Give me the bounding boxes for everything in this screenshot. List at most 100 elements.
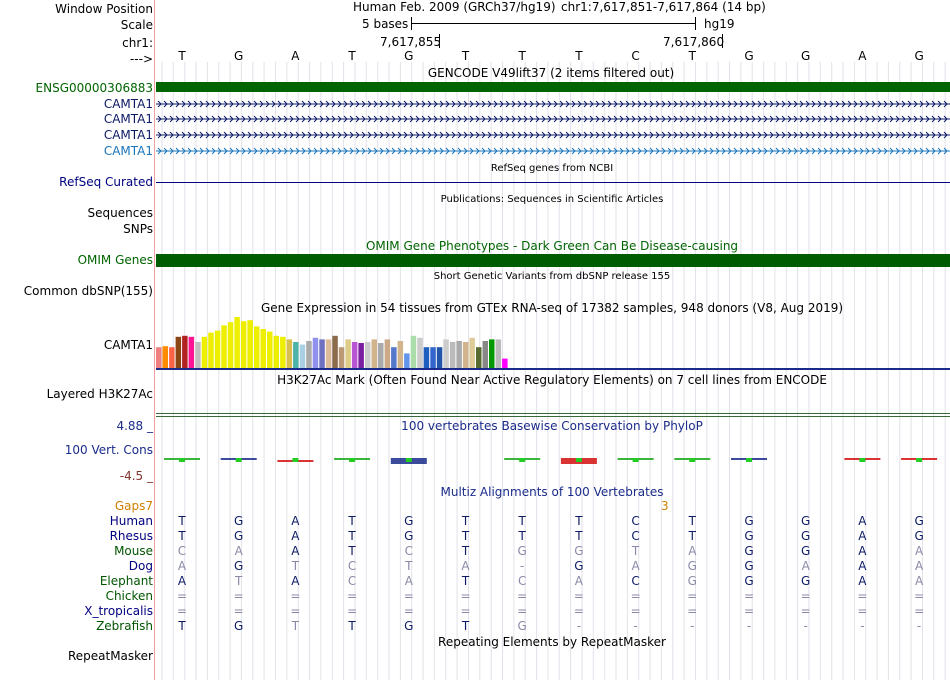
gtex-bar — [332, 335, 338, 368]
sequences-label[interactable]: Sequences — [87, 206, 153, 220]
phylop-label[interactable]: 100 Vert. Cons — [64, 443, 153, 457]
omim-label[interactable]: OMIM Genes — [77, 253, 153, 267]
omim-track-title[interactable]: OMIM Gene Phenotypes - Dark Green Can Be… — [365, 239, 739, 253]
alignment-base: C — [631, 514, 640, 528]
alignment-base: T — [291, 559, 300, 573]
alignment-base: A — [291, 544, 300, 558]
gtex-bar-chart[interactable] — [156, 316, 950, 370]
chrom-label: chr1: — [122, 36, 153, 50]
alignment-base: C — [631, 574, 640, 588]
alignment-base: G — [404, 619, 414, 633]
gtex-bar — [391, 347, 397, 368]
refseq-gene-line[interactable] — [156, 182, 950, 183]
species-label[interactable]: Mouse — [114, 544, 153, 558]
alignment-base: G — [517, 619, 527, 633]
snps-label[interactable]: SNPs — [123, 222, 153, 236]
gtex-bar — [188, 336, 195, 368]
phylop-glyph-core — [916, 458, 923, 462]
ensg-gene-bar[interactable] — [156, 82, 950, 92]
multiz-track-title[interactable]: Multiz Alignments of 100 Vertebrates — [440, 485, 664, 499]
alignment-base: T — [461, 514, 470, 528]
phylop-glyph-core — [349, 458, 356, 462]
omim-gene-bar[interactable] — [156, 254, 950, 267]
species-label[interactable]: Dog — [128, 559, 153, 573]
gtex-bar — [443, 339, 449, 368]
gtex-bar — [404, 353, 410, 368]
gtex-bar — [221, 325, 227, 368]
species-label[interactable]: Human — [109, 514, 153, 528]
publications-track-title[interactable]: Publications: Sequences in Scientific Ar… — [440, 194, 664, 205]
phylop-track-title[interactable]: 100 vertebrates Basewise Conservation by… — [401, 419, 703, 433]
base-letter: G — [914, 49, 924, 63]
alignment-base: - — [860, 619, 865, 633]
base-letter: T — [518, 49, 526, 63]
assembly-text: Human Feb. 2009 (GRCh37/hg19) — [353, 0, 556, 14]
alignment-base: T — [688, 514, 696, 528]
base-letter: T — [348, 49, 356, 63]
repeatmasker-label[interactable]: RepeatMasker — [67, 649, 153, 663]
alignment-base: T — [631, 544, 640, 558]
phylop-glyph-core — [689, 458, 696, 462]
refseq-label[interactable]: RefSeq Curated — [59, 175, 153, 189]
gaps-label[interactable]: Gaps7 — [114, 499, 153, 513]
alignment-base: T — [235, 574, 243, 588]
alignment-base: = — [743, 604, 755, 618]
gtex-bar — [476, 347, 482, 368]
gtex-bar — [227, 322, 234, 368]
gtex-bar — [182, 335, 188, 368]
gtex-bar — [201, 336, 208, 368]
h3k27ac-label[interactable]: Layered H3K27Ac — [46, 387, 153, 401]
h3k27ac-track-title[interactable]: H3K27Ac Mark (Often Found Near Active Re… — [277, 373, 827, 387]
transcript-label-1[interactable]: CAMTA1 — [103, 97, 153, 111]
alignment-base: A — [858, 559, 867, 573]
dbsnp-track-title[interactable]: Short Genetic Variants from dbSNP releas… — [433, 271, 671, 282]
h3k27ac-line-2 — [156, 416, 950, 417]
refseq-track-title[interactable]: RefSeq genes from NCBI — [490, 163, 614, 174]
species-label[interactable]: Elephant — [99, 574, 153, 588]
gtex-bar — [325, 339, 332, 368]
base-letter: T — [575, 49, 583, 63]
strand-arrow-label[interactable]: ---> — [129, 52, 153, 66]
gtex-track-title[interactable]: Gene Expression in 54 tissues from GTEx … — [260, 301, 844, 315]
alignment-base: G — [914, 514, 924, 528]
gtex-bar — [384, 339, 391, 368]
gtex-bar — [502, 358, 508, 368]
transcript-label-2[interactable]: CAMTA1 — [103, 112, 153, 126]
alignment-base: = — [517, 589, 528, 603]
alignment-base: G — [234, 619, 244, 633]
phylop-logo[interactable] — [156, 448, 950, 472]
phylop-glyph-core — [292, 458, 299, 462]
repeatmasker-track-title[interactable]: Repeating Elements by RepeatMasker — [438, 635, 666, 649]
alignment-base: = — [914, 604, 925, 618]
phylop-glyph-core — [519, 458, 526, 462]
species-label[interactable]: X_tropicalis — [84, 604, 153, 618]
gtex-bar — [423, 347, 430, 368]
alignment-base: T — [688, 529, 696, 543]
dbsnp-label[interactable]: Common dbSNP(155) — [23, 284, 153, 298]
alignment-base: - — [576, 619, 582, 633]
gtex-bar — [240, 321, 247, 368]
gtex-bar — [378, 343, 384, 368]
gencode-track-title[interactable]: GENCODE V49lift37 (2 items filtered out) — [427, 66, 675, 80]
alignment-base: A — [461, 559, 470, 573]
ensg-label[interactable]: ENSG00000306883 — [35, 81, 153, 95]
transcript-lines[interactable] — [156, 96, 950, 160]
species-label[interactable]: Rhesus — [109, 529, 153, 543]
alignment-base: A — [291, 529, 300, 543]
alignment-base: G — [687, 574, 697, 588]
gtex-label[interactable]: CAMTA1 — [103, 338, 153, 352]
alignment-base: T — [348, 544, 356, 558]
scale-bar-left-tick — [411, 17, 412, 30]
alignment-base: T — [291, 619, 300, 633]
species-label[interactable]: Chicken — [105, 589, 153, 603]
alignment-base: = — [914, 589, 925, 603]
alignment-base: G — [404, 529, 414, 543]
transcript-label-4[interactable]: CAMTA1 — [103, 144, 153, 158]
alignment-base: - — [633, 619, 638, 633]
scale-text: 5 bases — [362, 17, 409, 31]
species-label[interactable]: Zebrafish — [96, 619, 153, 633]
alignment-base: A — [858, 574, 867, 588]
alignment-base: T — [348, 529, 356, 543]
alignment-base: A — [914, 574, 924, 588]
transcript-label-3[interactable]: CAMTA1 — [103, 128, 153, 142]
